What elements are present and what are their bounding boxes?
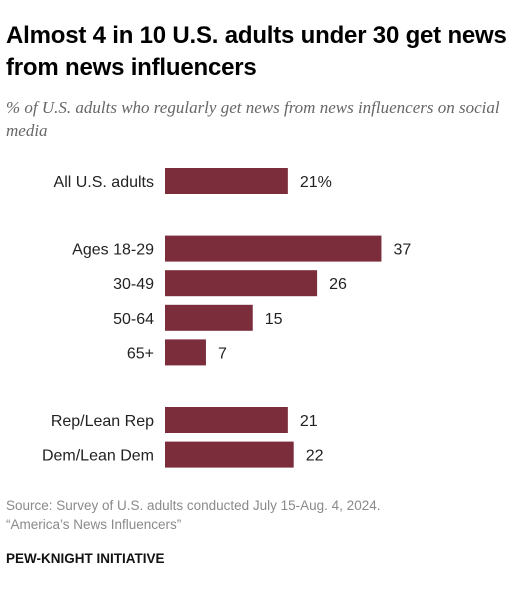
bar [165, 168, 288, 194]
bar [165, 270, 318, 297]
source-line: Source: Survey of U.S. adults conducted … [6, 498, 381, 513]
value-label: 7 [218, 345, 227, 362]
value-label: 37 [393, 242, 411, 259]
value-label: 22 [306, 448, 324, 465]
value-label: 26 [329, 276, 347, 293]
category-label: 30-49 [113, 276, 154, 293]
chart-subtitle: % of U.S. adults who regularly get news … [6, 98, 500, 140]
bar [165, 304, 253, 331]
bar-chart: All U.S. adults 21% Ages 18-29 37 30-49 26 50-… [42, 168, 411, 468]
value-label: 15 [265, 311, 283, 328]
category-label: Ages 18-29 [72, 242, 154, 259]
bar [165, 235, 382, 262]
bar [165, 407, 288, 433]
category-label: 65+ [127, 345, 154, 362]
category-label: All U.S. adults [54, 174, 154, 191]
report-name: “America’s News Influencers” [6, 517, 182, 532]
category-label: Rep/Lean Rep [51, 413, 154, 430]
value-label: 21% [300, 174, 332, 191]
value-label: 21 [300, 413, 318, 430]
category-label: Dem/Lean Dem [42, 448, 154, 465]
chart-title: Almost 4 in 10 U.S. adults under 30 get … [6, 22, 507, 81]
bar [165, 441, 294, 468]
category-label: 50-64 [113, 311, 154, 328]
bar [165, 339, 206, 366]
brand-logo-text: PEW-KNIGHT INITIATIVE [6, 551, 165, 566]
source-note: Source: Survey of U.S. adults conducted … [6, 496, 511, 534]
